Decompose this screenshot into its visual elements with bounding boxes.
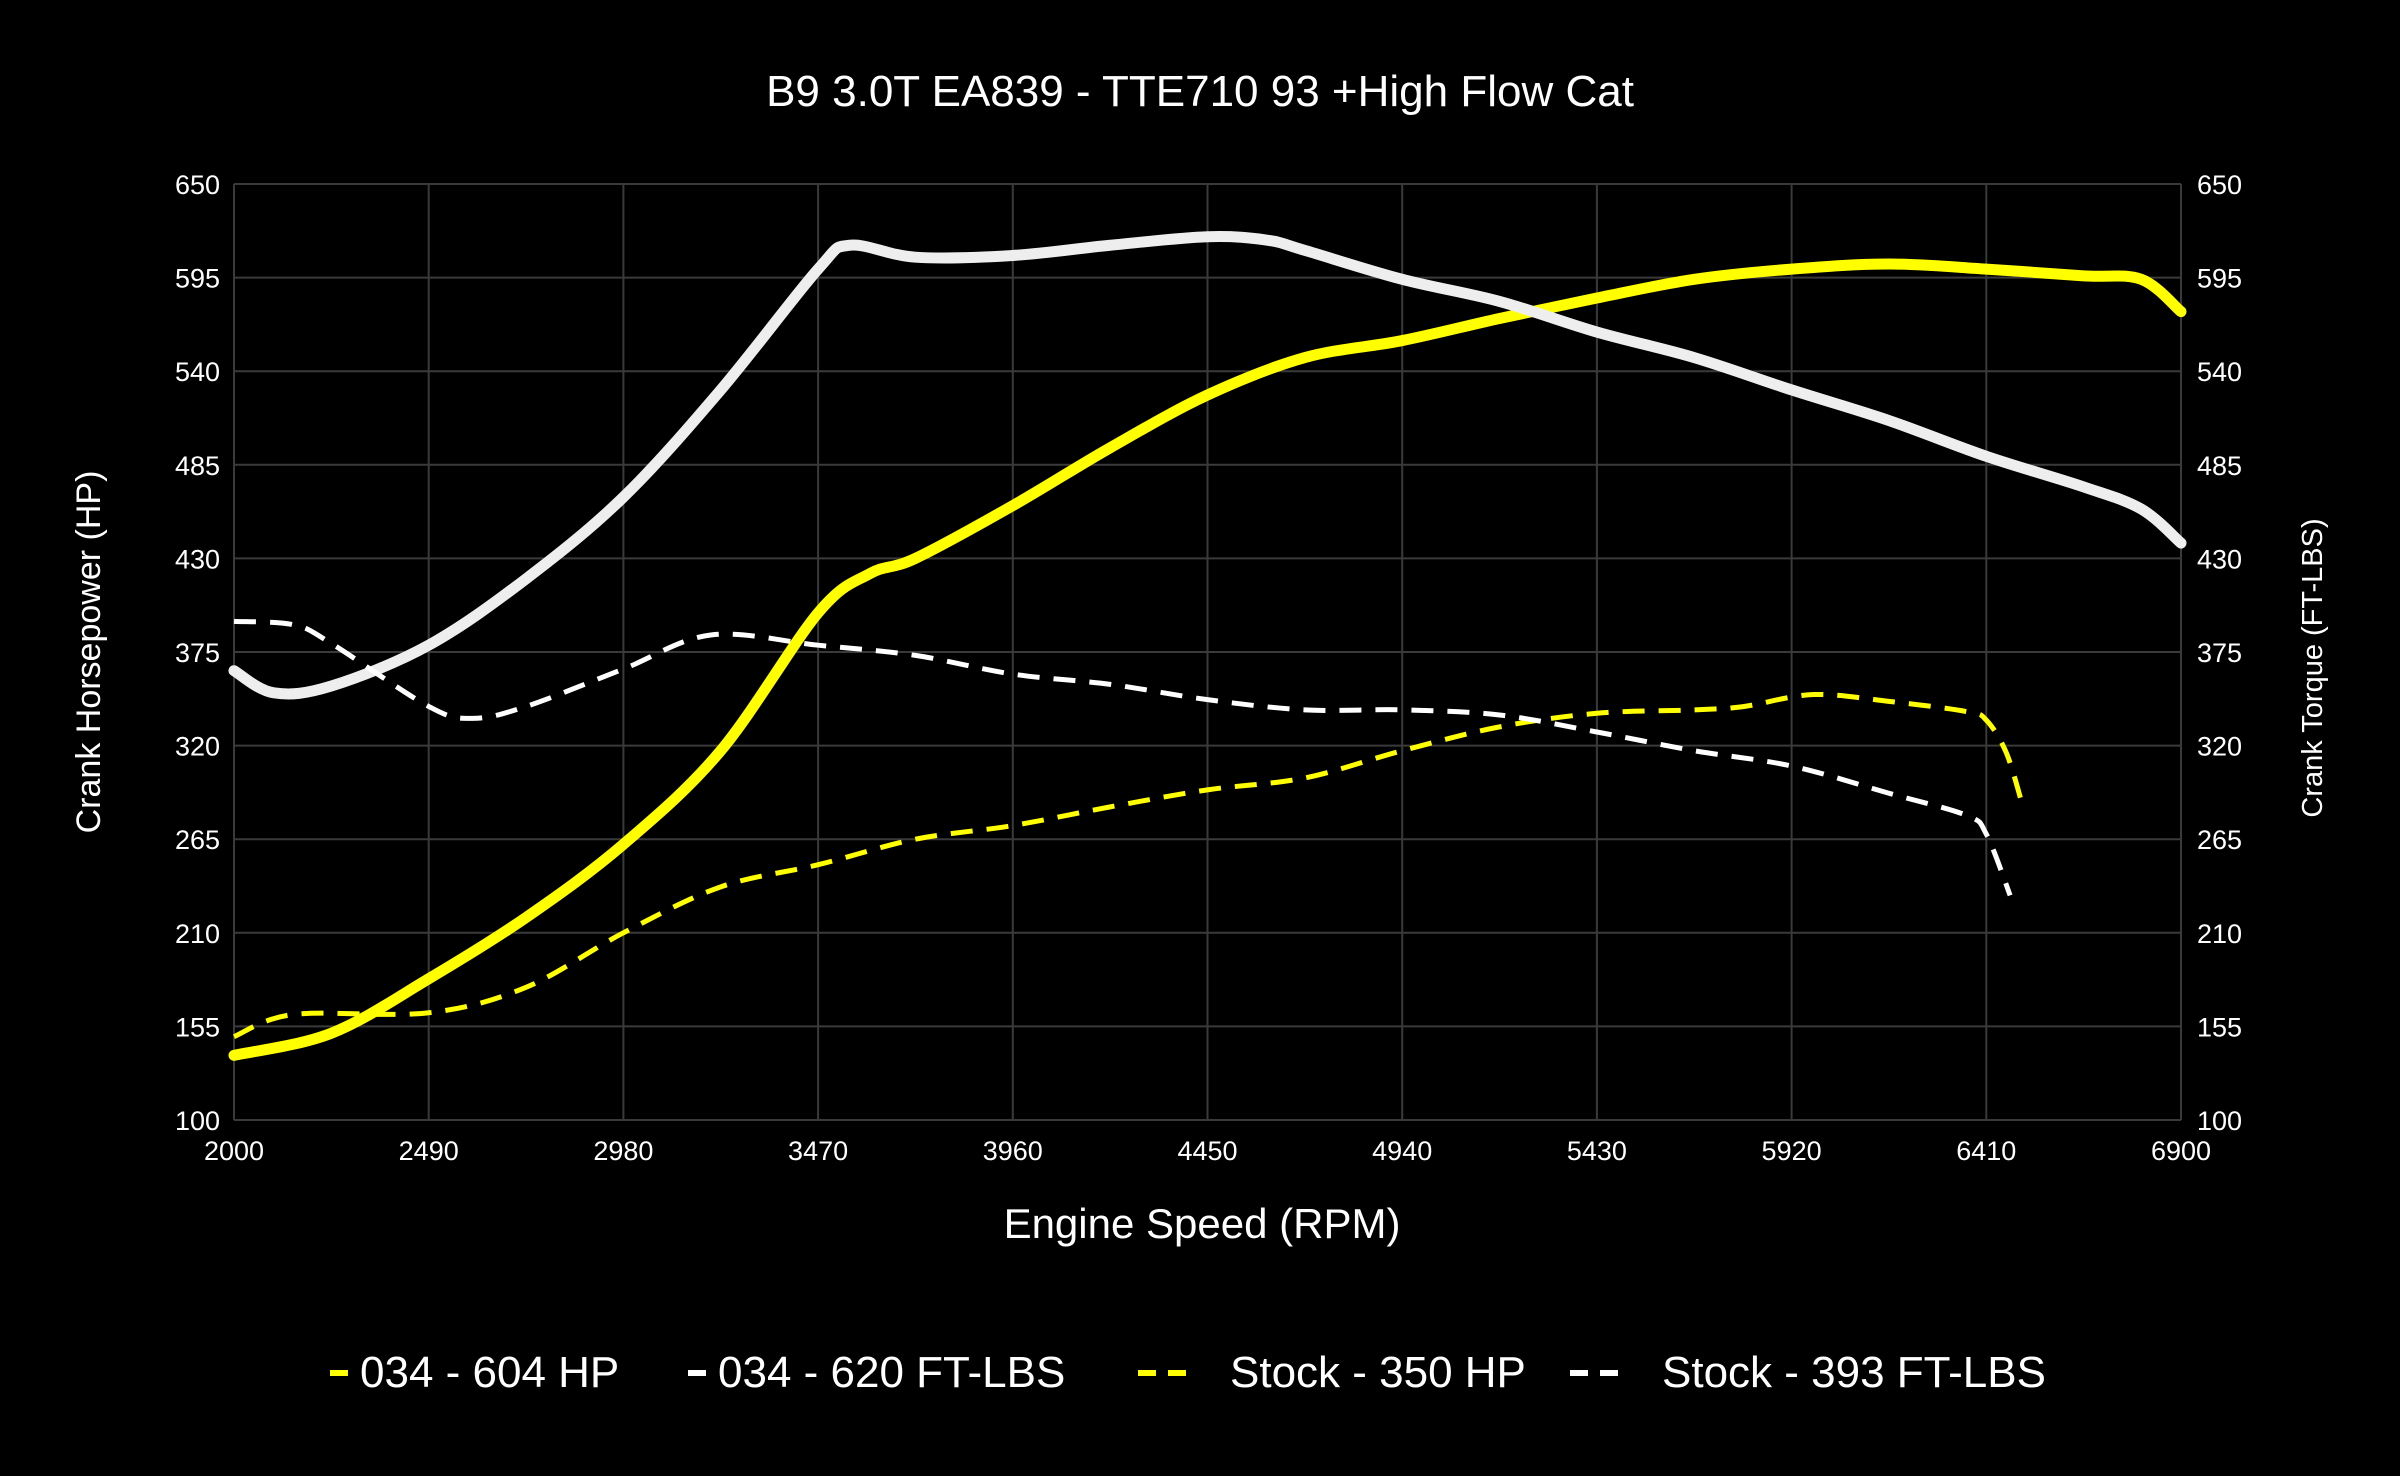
y-tick-label-left: 650 xyxy=(175,170,220,200)
grid xyxy=(233,183,2182,1121)
y-tick-label-left: 595 xyxy=(175,264,220,294)
y-tick-label-right: 265 xyxy=(2197,825,2242,855)
series-line-stock-350-hp xyxy=(233,691,2025,1039)
x-tick-label: 6900 xyxy=(2151,1136,2211,1166)
y-tick-label-right: 375 xyxy=(2197,638,2242,668)
y-tick-label-right: 210 xyxy=(2197,919,2242,949)
y-tick-label-left: 100 xyxy=(175,1106,220,1136)
x-tick-label: 4450 xyxy=(1177,1136,1237,1166)
series-line-034-604-hp xyxy=(228,258,2187,1061)
y-tick-label-right: 155 xyxy=(2197,1012,2242,1042)
y-tick-label-left: 485 xyxy=(175,451,220,481)
legend-label-034-hp: 034 - 604 HP xyxy=(360,1348,619,1397)
tick-labels: 2000 2490 2980 3470 3960 4450 4940 5430 5920 6410… xyxy=(175,170,2242,1166)
y-tick-label-right: 540 xyxy=(2197,357,2242,387)
x-tick-label: 3470 xyxy=(788,1136,848,1166)
y-tick-label-right: 320 xyxy=(2197,732,2242,762)
y-axis-label-right: Crank Torque (FT-LBS) xyxy=(2297,518,2329,817)
legend-label-stock-hp: Stock - 350 HP xyxy=(1230,1348,1526,1397)
legend-label-stock-tq: Stock - 393 FT-LBS xyxy=(1662,1348,2046,1397)
y-tick-label-right: 650 xyxy=(2197,170,2242,200)
y-tick-label-left: 155 xyxy=(175,1012,220,1042)
y-tick-label-left: 210 xyxy=(175,919,220,949)
y-tick-label-right: 595 xyxy=(2197,264,2242,294)
y-tick-label-left: 375 xyxy=(175,638,220,668)
chart-title: B9 3.0T EA839 - TTE710 93 +High Flow Cat xyxy=(766,67,1634,116)
y-tick-label-right: 485 xyxy=(2197,451,2242,481)
x-tick-label: 4940 xyxy=(1372,1136,1432,1166)
x-tick-label: 5920 xyxy=(1762,1136,1822,1166)
y-tick-label-right: 430 xyxy=(2197,544,2242,574)
x-tick-label: 2000 xyxy=(204,1136,264,1166)
series-line-stock-393-ft-lbs xyxy=(233,618,2013,897)
y-axis-label-left: Crank Horsepower (HP) xyxy=(70,471,108,834)
y-tick-label-left: 540 xyxy=(175,357,220,387)
series-line-034-620-ft-lbs xyxy=(228,231,2187,700)
y-tick-label-right: 100 xyxy=(2197,1106,2242,1136)
x-axis-label: Engine Speed (RPM) xyxy=(1004,1200,1401,1247)
x-tick-label: 3960 xyxy=(983,1136,1043,1166)
x-tick-label: 2980 xyxy=(593,1136,653,1166)
y-tick-label-left: 320 xyxy=(175,732,220,762)
y-tick-label-left: 265 xyxy=(175,825,220,855)
legend: 034 - 604 HP 034 - 620 FT-LBS Stock - 35… xyxy=(330,1348,2046,1397)
x-tick-label: 2490 xyxy=(399,1136,459,1166)
x-tick-label: 6410 xyxy=(1956,1136,2016,1166)
x-tick-label: 5430 xyxy=(1567,1136,1627,1166)
legend-label-034-tq: 034 - 620 FT-LBS xyxy=(718,1348,1065,1397)
y-tick-label-left: 430 xyxy=(175,544,220,574)
series-lines xyxy=(228,231,2187,1061)
